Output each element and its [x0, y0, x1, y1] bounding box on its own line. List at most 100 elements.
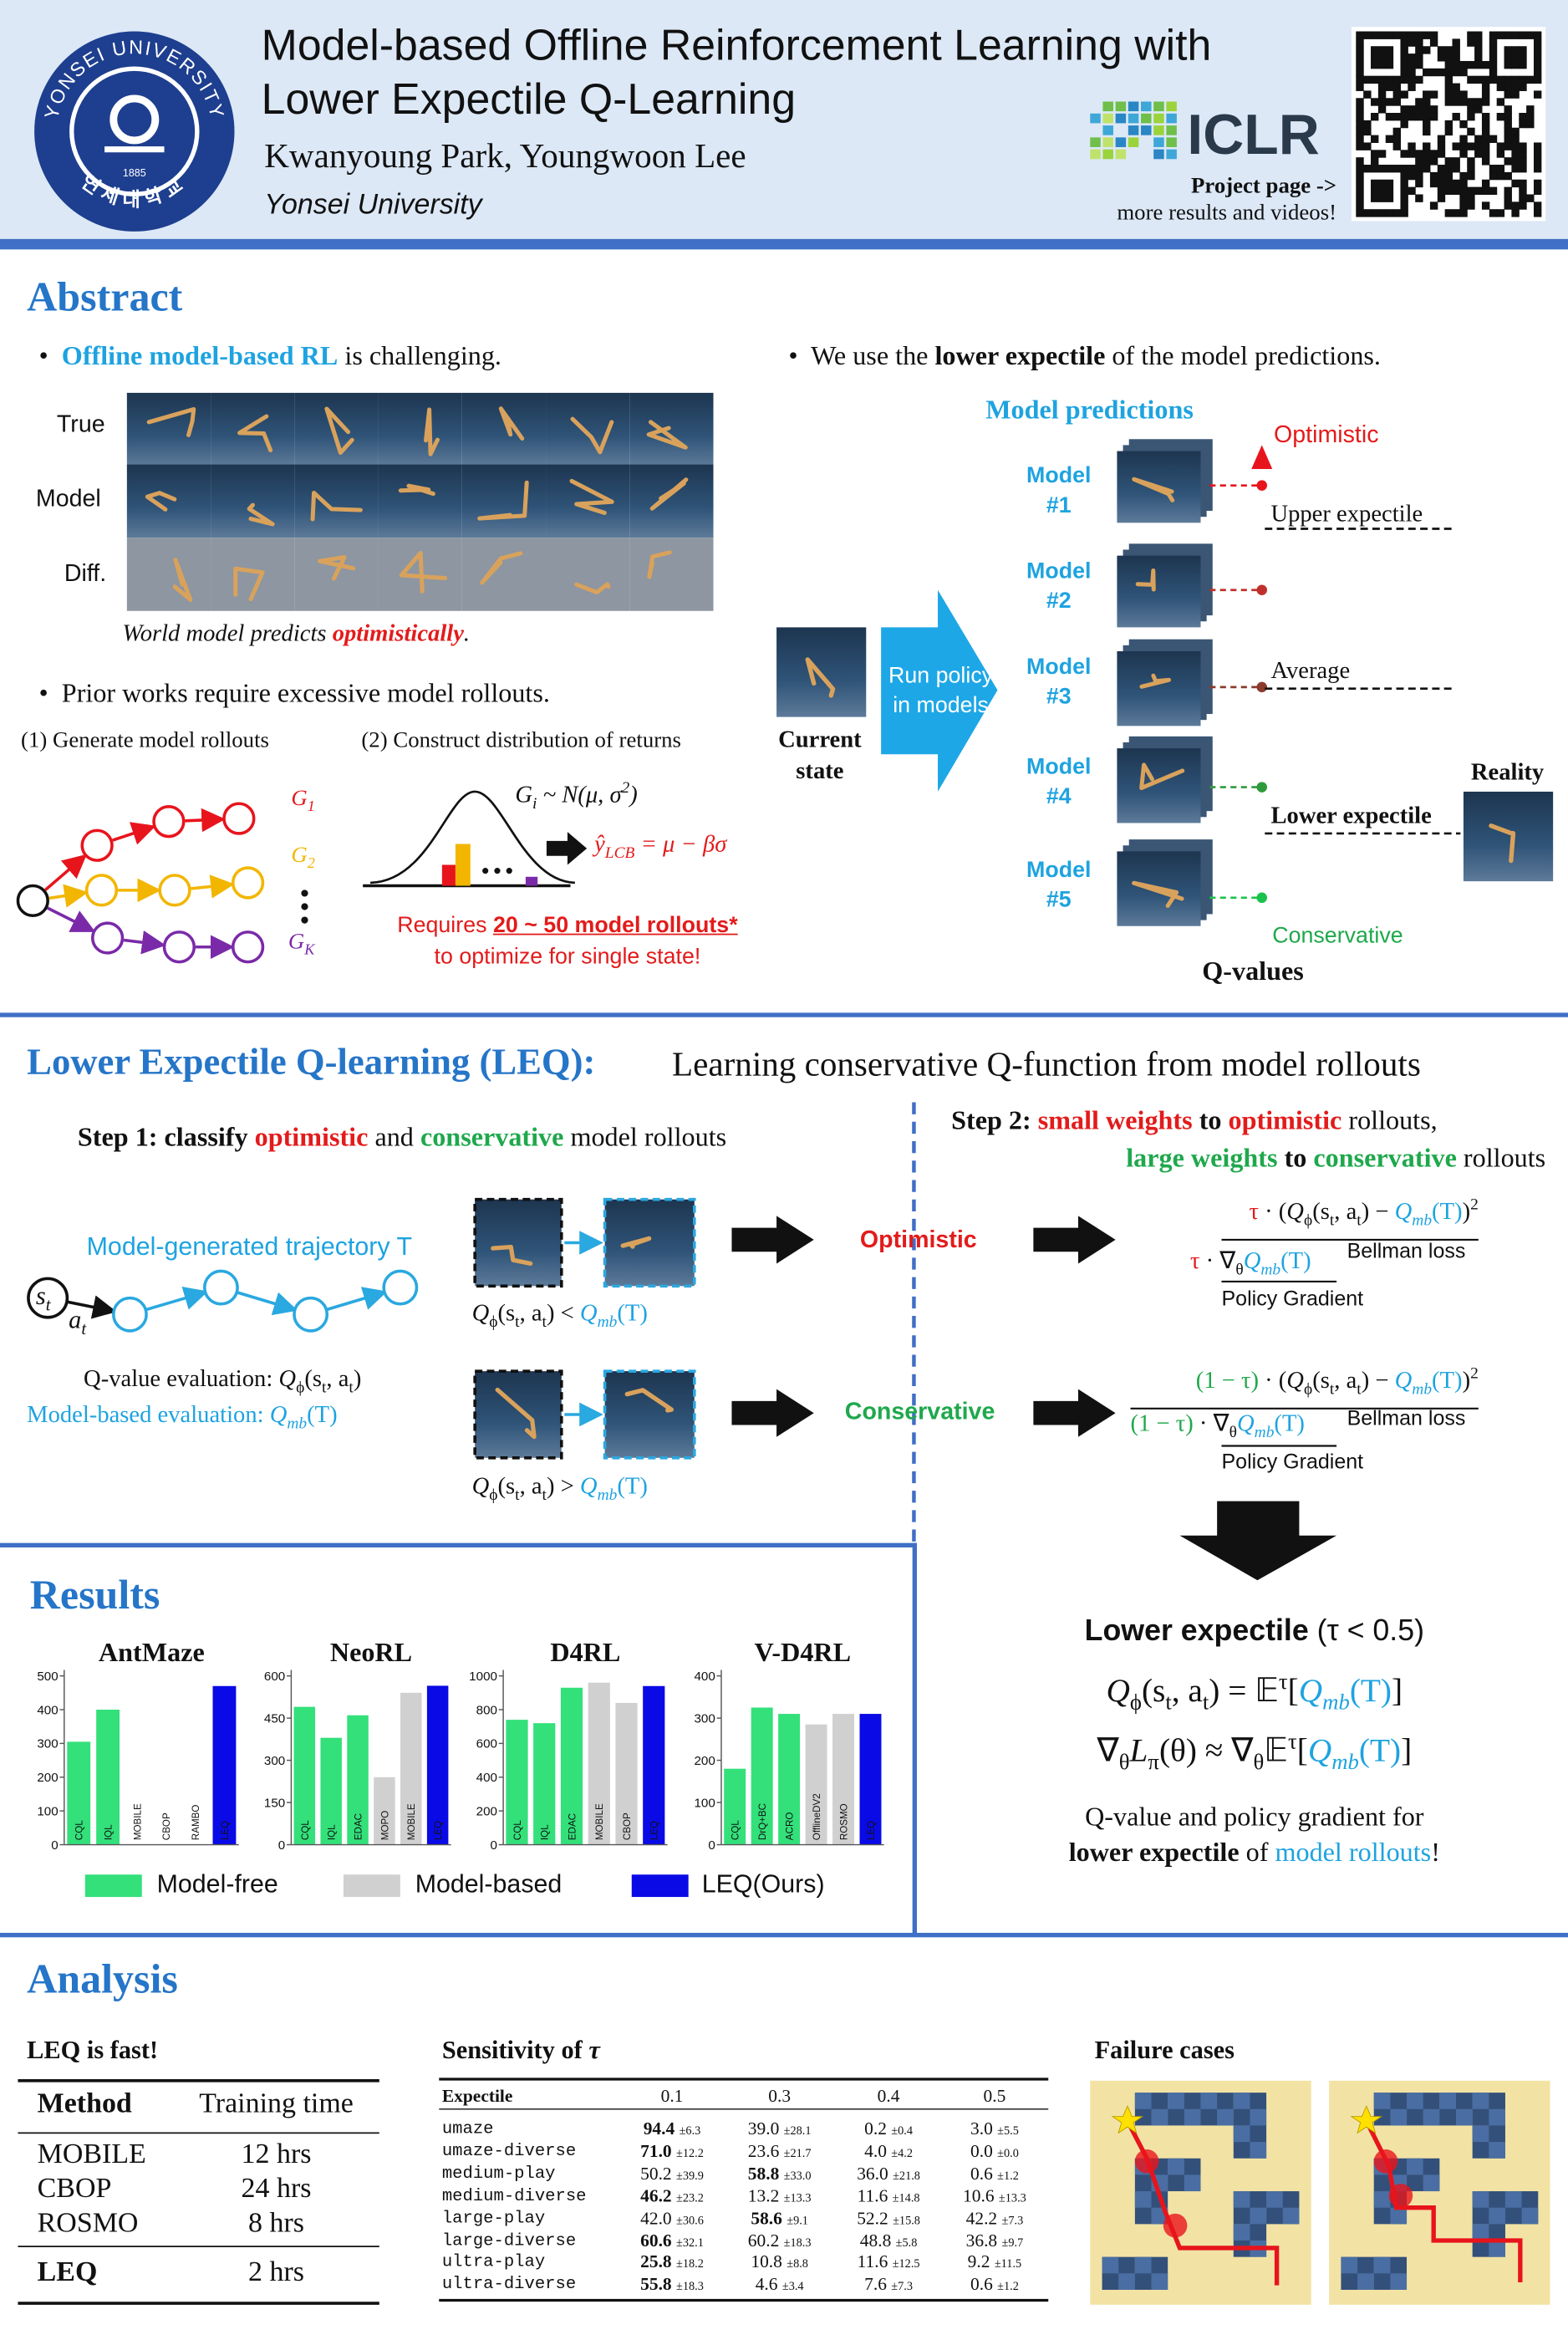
text-run: · ∇	[1199, 1248, 1236, 1275]
charts: 0 100 200 300 400 500 CQL IQL MOBILE CBOP RAMBO LEQ…	[37, 1670, 884, 1853]
bar	[426, 1685, 449, 1845]
table-cell: large-play	[441, 2208, 546, 2228]
y-tick-label: 200	[694, 1754, 715, 1768]
robot	[624, 1388, 675, 1413]
text-run: [	[1287, 1671, 1299, 1709]
qr-module	[1423, 127, 1431, 136]
qr-module	[1489, 38, 1498, 47]
text-run: s	[35, 1281, 46, 1310]
maze-goal	[1111, 2105, 1144, 2134]
qr-module	[1459, 60, 1468, 69]
qr-module	[1385, 113, 1394, 121]
rollout-edge	[44, 854, 87, 891]
qr-module	[1504, 120, 1512, 129]
qr-module	[1481, 98, 1490, 106]
text-run: , a	[519, 1301, 542, 1327]
qr-module	[1400, 113, 1408, 121]
current-state: Current state	[778, 727, 862, 784]
qr-module	[1467, 171, 1475, 181]
qr-module	[1467, 105, 1475, 114]
qr-module	[1474, 98, 1483, 106]
x-tick-label: IQL	[540, 1824, 551, 1840]
qr-module	[1437, 54, 1446, 62]
qr-module	[1429, 105, 1438, 114]
qr-module	[1459, 135, 1468, 143]
qr-module	[1444, 46, 1453, 54]
mosaic-tile	[1153, 113, 1164, 124]
qr-module	[1452, 68, 1460, 77]
trajectory-edge	[66, 1295, 117, 1319]
text-run: (T)	[1280, 1248, 1311, 1275]
trajectory-node	[293, 1296, 329, 1333]
cell-text: ±3.4	[781, 2279, 804, 2294]
qr-module	[1356, 194, 1364, 202]
legend-swatch	[343, 1874, 400, 1898]
qr-module	[1408, 38, 1416, 47]
qr-module	[1356, 135, 1364, 143]
qr-module	[1423, 46, 1431, 54]
qr-module	[1392, 209, 1402, 217]
text-run: L	[1129, 1731, 1148, 1769]
qr-module	[1519, 194, 1527, 202]
qr-module	[1437, 194, 1446, 202]
qr-module	[1429, 201, 1438, 210]
text-run: 𝔼	[1264, 1731, 1288, 1769]
caption: World model predicts optimistically.	[123, 621, 471, 649]
qr-module	[1481, 179, 1490, 188]
text-run: mb	[1331, 1751, 1359, 1776]
qr-module	[1481, 150, 1490, 158]
text-run: .	[463, 621, 471, 647]
qr-module	[1459, 171, 1468, 181]
cell-text: ±15.8	[893, 2213, 920, 2227]
qr-module	[1371, 135, 1379, 143]
bar	[67, 1741, 91, 1845]
image	[629, 392, 714, 466]
robot	[569, 478, 614, 515]
qr-module	[1415, 54, 1423, 62]
cell-text: 60.6	[640, 2229, 672, 2251]
q-point	[1256, 782, 1267, 793]
qr-module	[1400, 46, 1408, 54]
text-run: optimistic	[1228, 1105, 1342, 1135]
project-link[interactable]: Project page ->	[1191, 175, 1337, 199]
comparison: Qϕ(st, at) < Qmb(T)	[472, 1301, 648, 1330]
cell-text: 52.2	[857, 2206, 888, 2228]
qr-module	[1496, 98, 1505, 106]
cell-text: ±18.2	[676, 2257, 704, 2271]
text-run: Lower expectile	[1084, 1614, 1309, 1648]
bar	[96, 1710, 120, 1845]
qr-module	[1504, 186, 1512, 196]
text-run: small weights	[1031, 1105, 1193, 1135]
text-run: mb	[287, 1415, 308, 1433]
qr-module	[1504, 127, 1512, 136]
text-run: conservative	[1313, 1142, 1457, 1173]
action-label: at	[69, 1306, 86, 1338]
maze-wall	[1521, 2207, 1539, 2225]
qr-module	[1519, 179, 1527, 188]
qr-module	[1459, 201, 1468, 210]
text-run: ϕ	[1303, 1380, 1313, 1399]
text-run: ϕ	[1303, 1211, 1313, 1230]
text-run: mb	[597, 1486, 618, 1505]
rollout-node	[84, 874, 119, 907]
text-run: lower expectile	[934, 340, 1106, 371]
text-run: · ∇	[1193, 1411, 1229, 1437]
rollout-graph	[44, 802, 265, 964]
qr-module	[1377, 46, 1387, 54]
cell-text: 0.2	[864, 2118, 887, 2139]
y-tick-label: 100	[37, 1805, 58, 1819]
qr-module	[1392, 75, 1402, 84]
qr-module	[1481, 142, 1490, 150]
qr-module	[1489, 31, 1498, 39]
text-run: mb	[1260, 1261, 1281, 1279]
qr-module	[1504, 142, 1512, 150]
qr-module	[1356, 186, 1364, 196]
rollout-edge	[185, 808, 226, 833]
qr-module	[1474, 105, 1483, 114]
text-run: (1 − τ)	[1195, 1368, 1259, 1394]
text-run: (θ) ≈ ∇	[1158, 1731, 1254, 1769]
qr-module	[1481, 75, 1490, 84]
qr-module	[1437, 179, 1446, 188]
affiliation: Yonsei University	[264, 189, 482, 222]
cell-text: ±1.2	[997, 2279, 1019, 2294]
